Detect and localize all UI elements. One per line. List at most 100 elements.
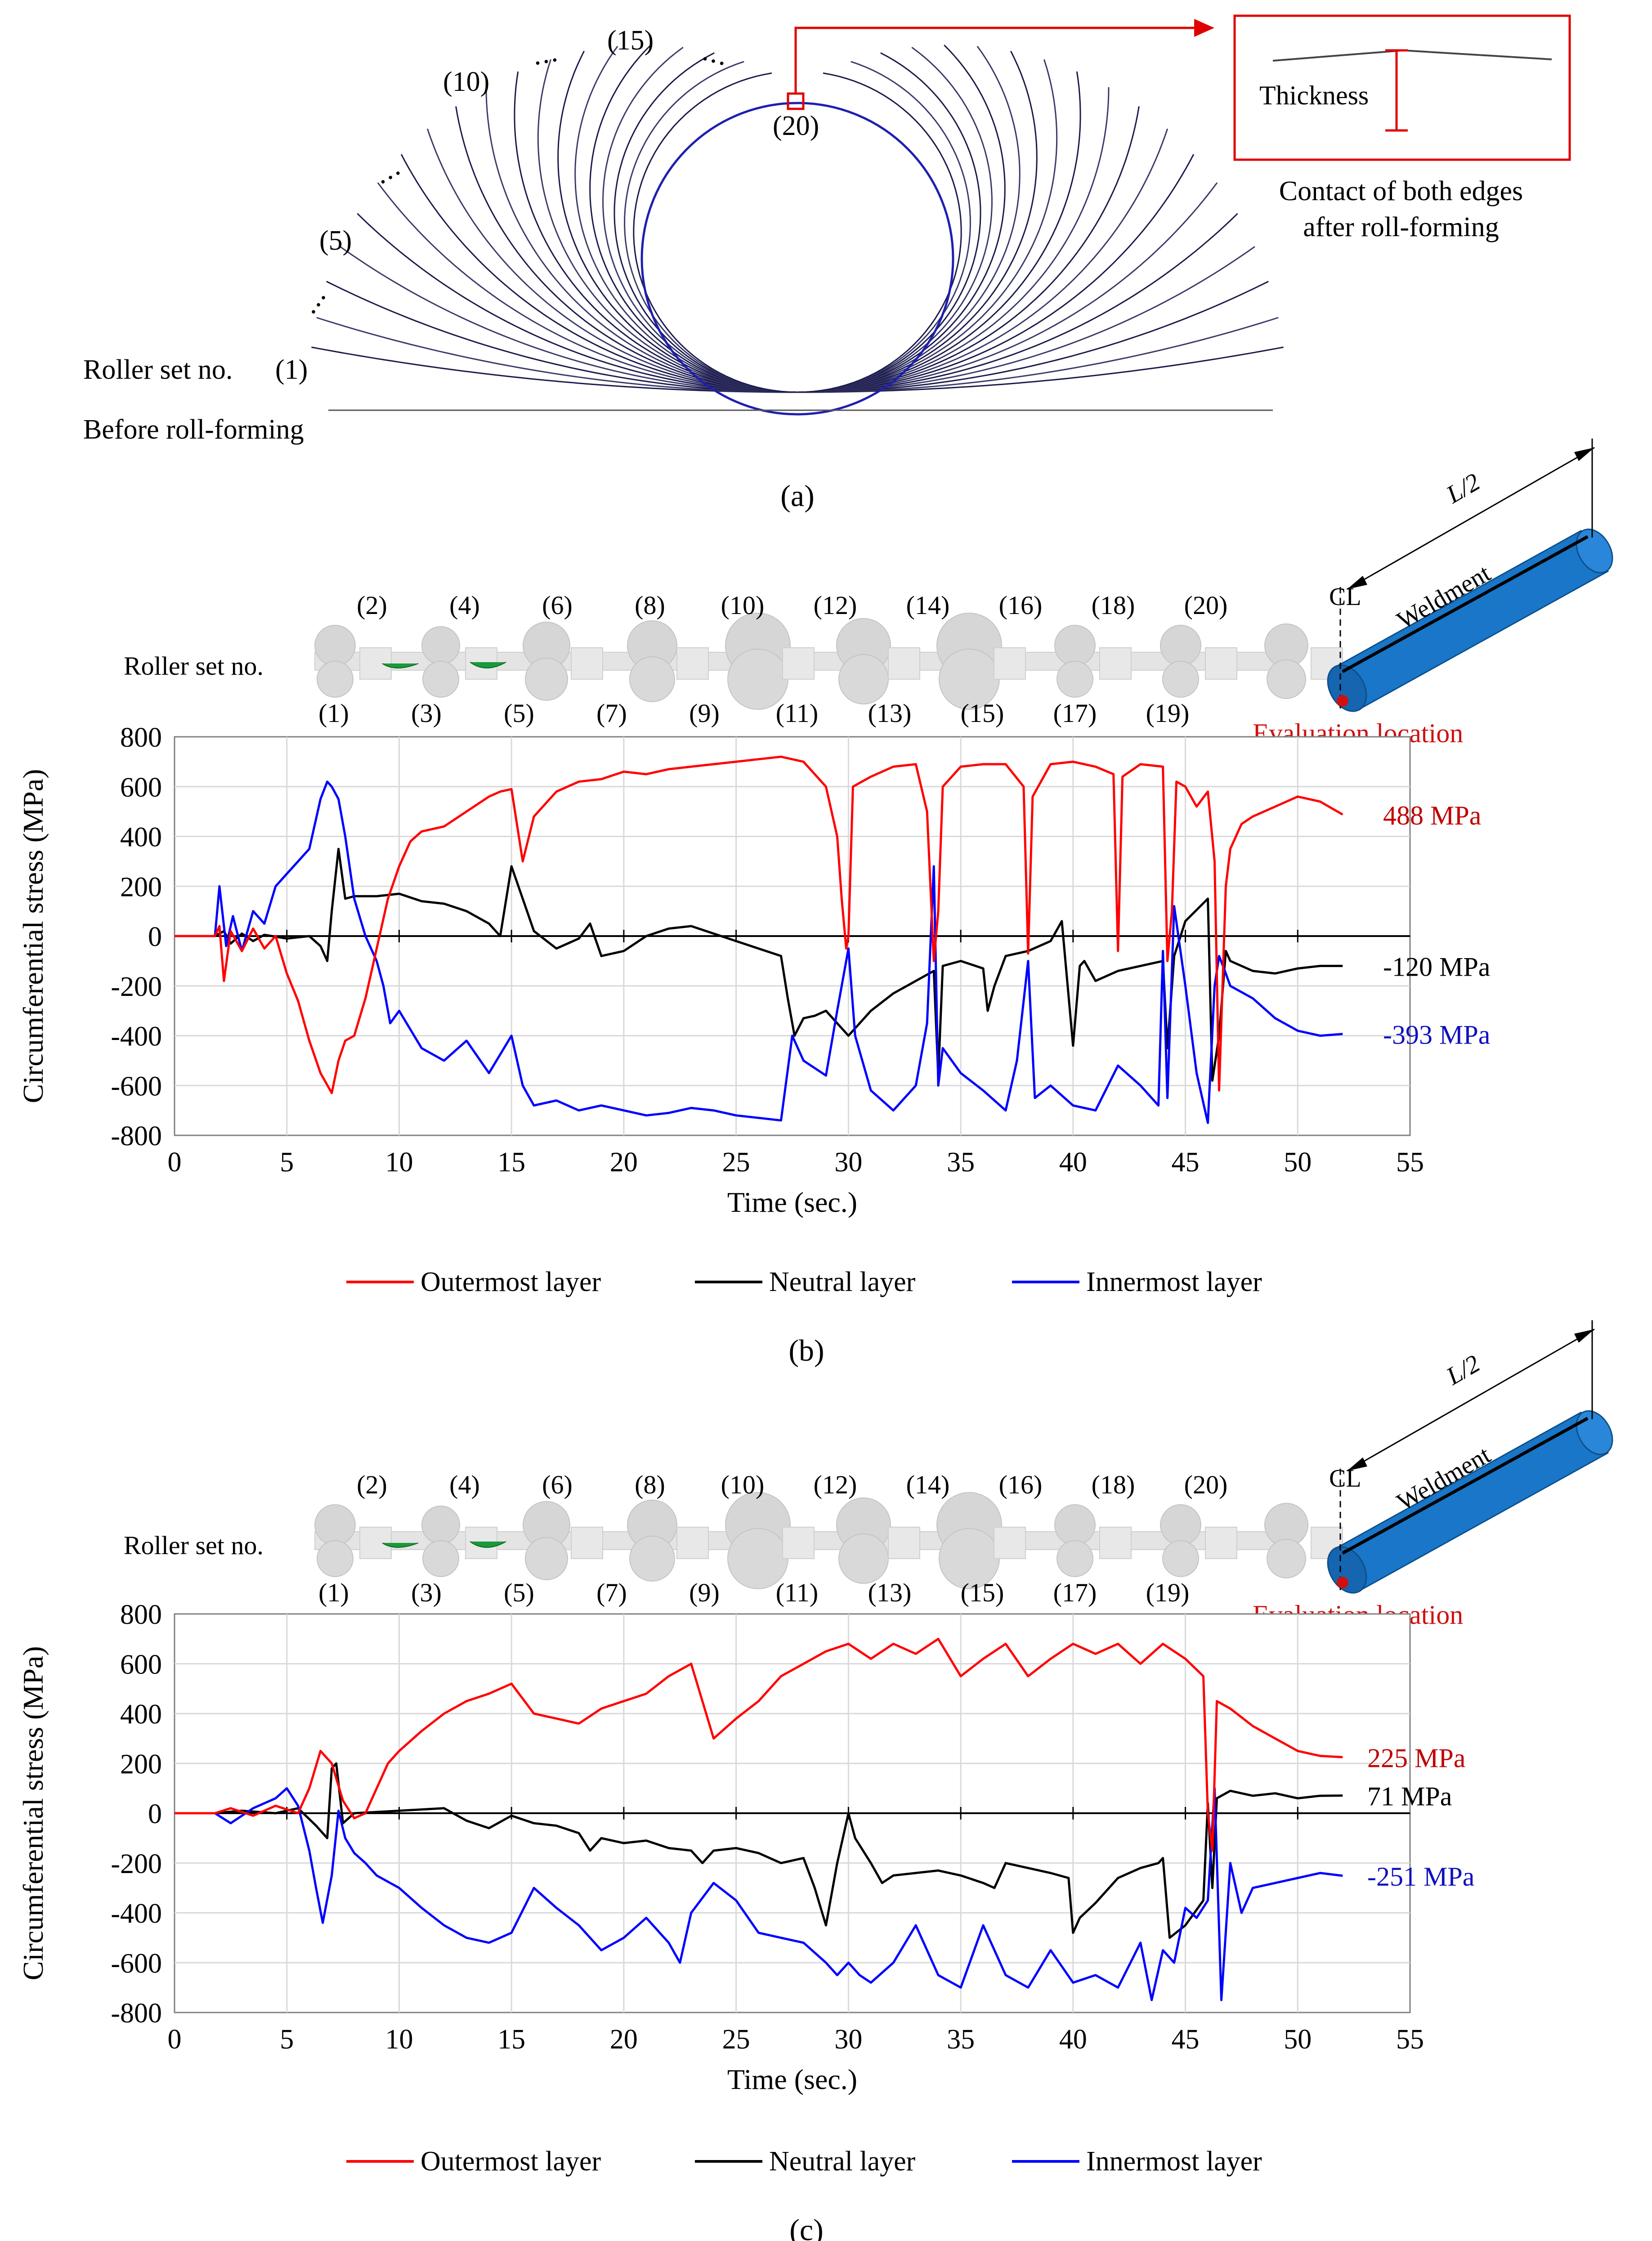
roller-number-top: (14) <box>906 1470 950 1499</box>
y-tick-label: 600 <box>120 1649 162 1680</box>
roller-top <box>1160 1504 1201 1546</box>
roller-set-label: Roller set no. <box>124 651 264 681</box>
roller-bottom <box>629 656 675 702</box>
x-axis-label: Time (sec.) <box>727 1186 857 1218</box>
roller-number-top: (2) <box>357 1470 387 1499</box>
final-circular-profile <box>640 102 954 416</box>
pipe-body <box>1332 1412 1609 1591</box>
roller-number-bottom: (15) <box>961 1578 1004 1607</box>
forming-profiles <box>311 45 1284 393</box>
x-tick-label: 25 <box>722 1147 750 1178</box>
y-tick-label: -200 <box>111 1849 162 1879</box>
roller-number-bottom: (17) <box>1053 699 1097 728</box>
roller-top <box>314 1504 356 1546</box>
ellipsis-15a: • • • <box>534 51 559 71</box>
forming-profile-stage <box>326 281 1269 393</box>
forming-profile-stage <box>426 128 1168 393</box>
roller-bottom <box>1162 1540 1199 1577</box>
y-tick-label: -400 <box>111 1899 162 1929</box>
panel-label: (c) <box>789 2213 823 2241</box>
roller-bottom <box>317 661 354 698</box>
roller-number-bottom: (5) <box>504 699 534 728</box>
callout-arrow-line <box>794 27 1196 94</box>
pipe-body <box>1332 530 1609 709</box>
y-tick-label: -400 <box>111 1022 162 1052</box>
roller-top <box>421 626 460 665</box>
legend-label-inner: Innermost layer <box>1086 1267 1262 1297</box>
legend-label-outer: Outermost layer <box>421 2146 601 2177</box>
panel-label-a: (a) <box>780 479 814 513</box>
forming-progression-diagram: (1) (5) (10) (15) (20) • • • • • • • • •… <box>83 14 1571 513</box>
x-tick-label: 40 <box>1059 2024 1087 2055</box>
weld-seam-line <box>1342 1416 1589 1555</box>
forming-profile-stage <box>316 317 1279 393</box>
x-tick-label: 20 <box>610 1147 638 1178</box>
roller-number-top: (18) <box>1092 591 1135 620</box>
roller-number-top: (20) <box>1184 591 1228 620</box>
roller-number-bottom: (1) <box>318 699 349 728</box>
end-value-label-outer: 225 MPa <box>1367 1743 1465 1773</box>
roller-spacer <box>571 1527 603 1559</box>
y-tick-label: -600 <box>111 1071 162 1102</box>
legend-label-neutral: Neutral layer <box>769 1267 916 1297</box>
roller-top <box>1160 625 1201 666</box>
roller-top <box>1054 625 1096 666</box>
y-tick-label: 800 <box>120 722 162 753</box>
x-tick-label: 10 <box>385 1147 413 1178</box>
end-value-label-outer: 488 MPa <box>1383 801 1481 830</box>
roller-number-bottom: (19) <box>1146 699 1190 728</box>
roller-number-top: (6) <box>542 591 573 620</box>
stress-panel-b: Roller set no. (2) (4) (6) (8) (10) (12) (14) (1… <box>17 439 1613 1367</box>
y-tick-label: 0 <box>148 1799 162 1829</box>
roller-spacer <box>676 647 709 680</box>
roller-number-bottom: (19) <box>1146 1578 1190 1607</box>
forming-profile-stage <box>377 182 1218 393</box>
series-line-inner <box>175 1787 1343 2001</box>
forming-profile-stage <box>602 47 993 393</box>
series-line-outer <box>175 1637 1343 1852</box>
series-line-inner <box>175 780 1343 1124</box>
y-tick-label: 0 <box>148 922 162 952</box>
x-tick-label: 50 <box>1284 1147 1312 1178</box>
roller-spacer <box>1099 1527 1132 1559</box>
x-tick-label: 15 <box>497 1147 525 1178</box>
x-tick-label: 0 <box>168 2024 182 2055</box>
pipe-end-far <box>1576 1410 1613 1455</box>
x-tick-label: 25 <box>722 2024 750 2055</box>
dimension-arrowhead-end <box>1574 448 1594 461</box>
x-tick-label: 50 <box>1284 2024 1312 2055</box>
roller-spacer <box>782 1527 815 1559</box>
weld-seam-line <box>1342 535 1589 673</box>
roller-strip-b: Roller set no. (2) (4) (6) (8) (10) (12) (14) (1… <box>124 591 1343 728</box>
x-tick-label: 55 <box>1396 1147 1424 1178</box>
roller-number-top: (20) <box>1184 1470 1228 1499</box>
stage-label-15: (15) <box>607 25 654 56</box>
stress-chart-c: 0 5 10 15 20 25 30 35 40 45 50 55 800 600 400 200 0 -200 -… <box>17 1600 1474 2241</box>
roller-bottom <box>1162 661 1199 698</box>
panel-label: (b) <box>788 1333 824 1367</box>
roller-number-bottom: (3) <box>411 699 442 728</box>
roller-number-bottom: (9) <box>689 1578 720 1607</box>
roller-number-top: (16) <box>999 591 1043 620</box>
y-tick-label: 400 <box>120 1699 162 1730</box>
x-tick-label: 20 <box>610 2024 638 2055</box>
y-tick-label: 200 <box>120 1749 162 1779</box>
y-axis-label: Circumferential stress (MPa) <box>17 1646 49 1981</box>
roller-number-top: (8) <box>635 591 665 620</box>
x-tick-label: 5 <box>280 1147 294 1178</box>
x-axis-label: Time (sec.) <box>727 2063 857 2095</box>
x-tick-label: 10 <box>385 2024 413 2055</box>
roller-number-bottom: (15) <box>961 699 1004 728</box>
inset-caption-line1: Contact of both edges <box>1279 176 1523 206</box>
y-tick-label: -800 <box>111 1998 162 2029</box>
stage-label-10: (10) <box>443 67 489 97</box>
x-tick-label: 40 <box>1059 1147 1087 1178</box>
roller-number-top: (6) <box>542 1470 573 1499</box>
roller-bottom <box>838 654 889 704</box>
pipe-end-far <box>1576 529 1613 574</box>
ellipsis-15b: • • • <box>701 50 726 72</box>
forming-profile-stage <box>311 346 1284 393</box>
x-tick-label: 45 <box>1172 1147 1200 1178</box>
centerline-label: CL <box>1329 1465 1361 1493</box>
